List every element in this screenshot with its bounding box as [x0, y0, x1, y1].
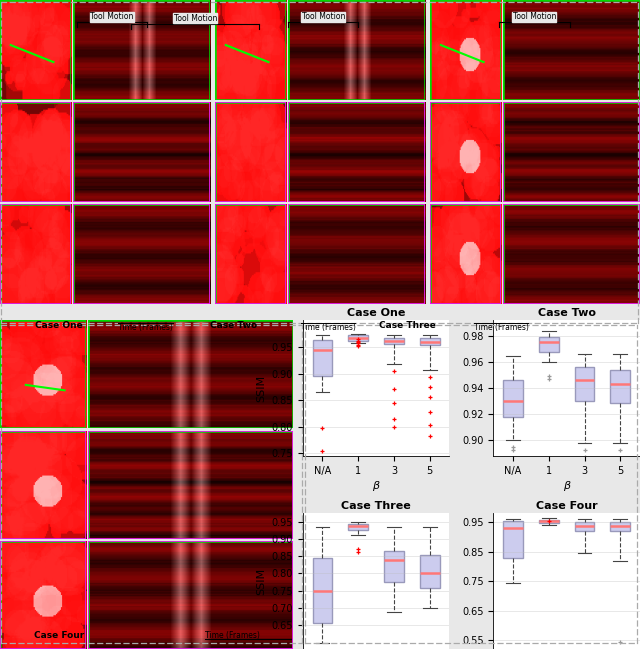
- Text: Tool Motion: Tool Motion: [90, 12, 134, 21]
- Bar: [88, 320, 293, 428]
- Bar: [0, 0, 71, 100]
- Bar: [288, 204, 425, 304]
- Text: Case Three: Case Three: [380, 321, 436, 330]
- Bar: [503, 102, 640, 202]
- Bar: [288, 102, 425, 202]
- Bar: [215, 0, 286, 100]
- Bar: [430, 102, 501, 202]
- Bar: [611, 370, 630, 402]
- Y-axis label: SSIM: SSIM: [256, 374, 266, 402]
- Bar: [0, 204, 71, 304]
- Title: Case Four: Case Four: [536, 501, 598, 511]
- Bar: [503, 204, 640, 304]
- Bar: [503, 0, 640, 100]
- Bar: [88, 431, 293, 539]
- Bar: [73, 102, 210, 202]
- Bar: [539, 337, 559, 352]
- Text: Case Four: Case Four: [34, 631, 84, 640]
- Bar: [503, 102, 640, 202]
- Bar: [88, 431, 293, 539]
- Bar: [215, 204, 286, 304]
- Bar: [215, 102, 286, 202]
- Bar: [88, 541, 293, 649]
- X-axis label: β: β: [372, 482, 380, 491]
- Bar: [288, 102, 425, 202]
- Bar: [430, 204, 501, 304]
- Bar: [215, 204, 286, 304]
- Bar: [384, 338, 404, 344]
- Text: Time (Frames): Time (Frames): [205, 631, 260, 640]
- Bar: [0, 102, 71, 202]
- Bar: [73, 204, 210, 304]
- Bar: [312, 558, 332, 623]
- Bar: [575, 367, 595, 401]
- Bar: [0, 102, 71, 202]
- Title: Case Three: Case Three: [341, 501, 411, 511]
- Bar: [312, 340, 332, 376]
- Text: Tool Motion: Tool Motion: [513, 12, 556, 21]
- Y-axis label: SSIM: SSIM: [256, 567, 266, 594]
- Bar: [430, 0, 501, 100]
- Bar: [539, 520, 559, 524]
- Bar: [288, 0, 425, 100]
- Bar: [503, 204, 640, 304]
- Bar: [0, 204, 71, 304]
- Bar: [0, 320, 86, 428]
- Bar: [348, 335, 368, 341]
- Text: Tool Motion: Tool Motion: [301, 12, 345, 21]
- Bar: [0, 541, 86, 649]
- Bar: [611, 522, 630, 532]
- Text: Time (Frames): Time (Frames): [301, 323, 356, 332]
- Bar: [88, 541, 293, 649]
- Text: Case One: Case One: [35, 321, 83, 330]
- Bar: [73, 102, 210, 202]
- Bar: [0, 431, 86, 539]
- Bar: [73, 204, 210, 304]
- Bar: [420, 556, 440, 588]
- Bar: [288, 204, 425, 304]
- X-axis label: β: β: [563, 482, 570, 491]
- Bar: [430, 102, 501, 202]
- Bar: [348, 524, 368, 530]
- Text: Time (Frames): Time (Frames): [118, 323, 173, 332]
- Bar: [215, 102, 286, 202]
- Bar: [575, 522, 595, 531]
- Bar: [384, 551, 404, 582]
- Text: Case Two: Case Two: [210, 321, 257, 330]
- Bar: [0, 541, 86, 649]
- Bar: [503, 380, 523, 417]
- Bar: [430, 204, 501, 304]
- Text: Tool Motion: Tool Motion: [173, 14, 217, 23]
- Bar: [0, 431, 86, 539]
- Bar: [420, 338, 440, 345]
- Title: Case One: Case One: [347, 308, 405, 318]
- Bar: [503, 521, 523, 558]
- Text: Time (Frames): Time (Frames): [474, 323, 529, 332]
- Bar: [73, 0, 210, 100]
- Title: Case Two: Case Two: [538, 308, 596, 318]
